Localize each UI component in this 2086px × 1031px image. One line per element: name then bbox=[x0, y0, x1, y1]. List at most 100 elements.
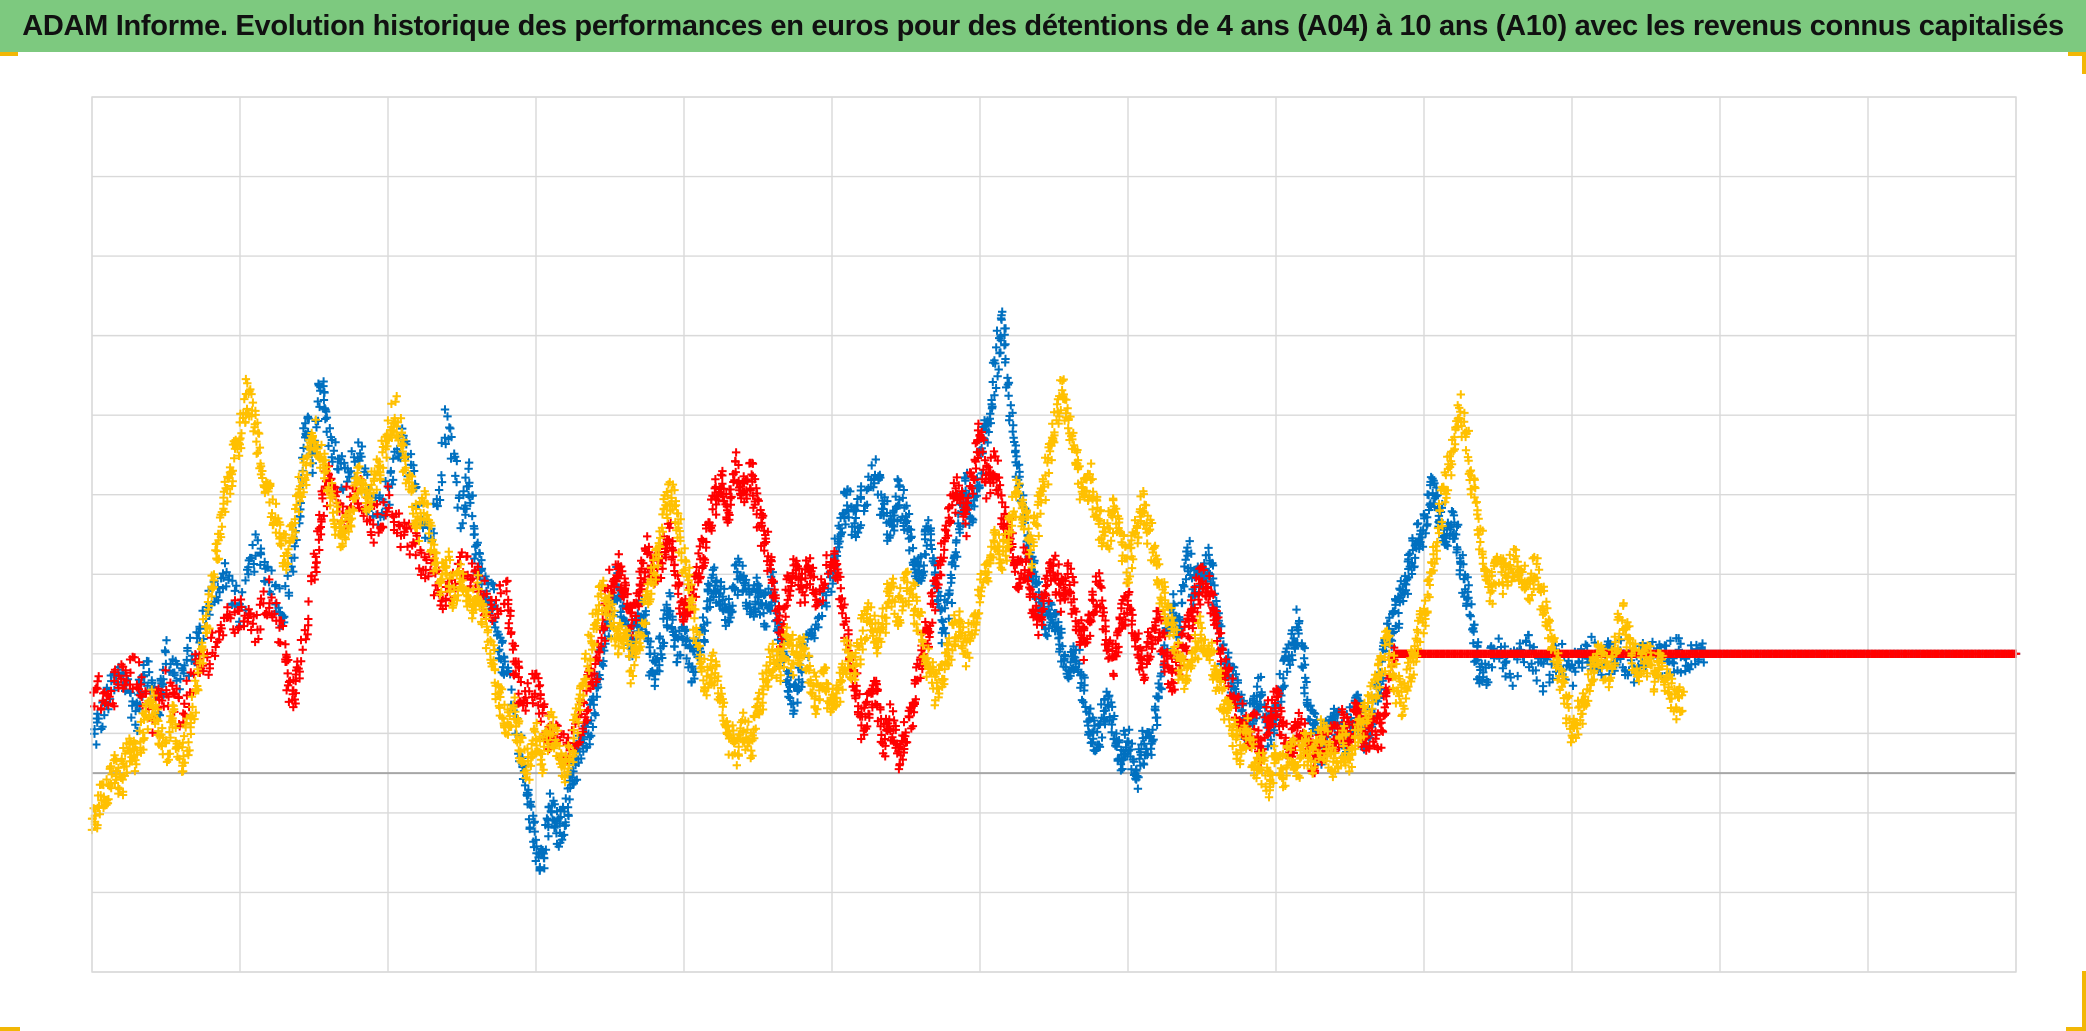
data-point-marker bbox=[491, 623, 500, 632]
data-point-marker bbox=[997, 315, 1006, 324]
data-point-marker bbox=[274, 603, 283, 612]
data-point-marker bbox=[470, 524, 479, 533]
data-point-marker bbox=[645, 643, 654, 652]
data-point-marker bbox=[616, 607, 625, 617]
data-point-marker bbox=[1001, 340, 1010, 349]
data-point-marker bbox=[883, 536, 892, 545]
data-point-marker bbox=[724, 594, 733, 604]
data-point-marker bbox=[475, 548, 484, 558]
data-point-marker bbox=[1581, 640, 1590, 649]
data-point-marker bbox=[304, 597, 313, 606]
data-point-marker bbox=[856, 521, 866, 530]
data-point-marker bbox=[452, 456, 461, 466]
data-point-marker bbox=[275, 584, 284, 593]
data-point-marker bbox=[643, 532, 652, 541]
data-point-marker bbox=[489, 617, 499, 627]
data-point-marker bbox=[718, 592, 727, 601]
data-point-marker bbox=[250, 567, 259, 576]
data-point-marker bbox=[468, 511, 477, 521]
data-point-marker bbox=[762, 622, 771, 631]
data-point-marker bbox=[244, 562, 253, 572]
data-point-marker bbox=[658, 638, 668, 647]
data-point-marker bbox=[921, 550, 930, 559]
data-point-marker bbox=[263, 562, 272, 571]
data-point-marker bbox=[791, 680, 800, 689]
data-point-marker bbox=[588, 722, 598, 732]
corner-accent-bottom-right-v bbox=[2082, 971, 2086, 1031]
data-point-marker bbox=[232, 581, 241, 590]
data-point-marker bbox=[452, 477, 461, 487]
data-point-marker bbox=[708, 570, 718, 579]
data-point-marker bbox=[176, 674, 185, 684]
data-point-marker bbox=[589, 700, 598, 709]
data-point-marker bbox=[437, 471, 446, 480]
data-point-marker bbox=[127, 713, 136, 722]
data-point-marker bbox=[670, 642, 679, 651]
data-point-marker bbox=[836, 584, 845, 593]
data-point-marker bbox=[541, 845, 551, 854]
data-point-marker bbox=[491, 595, 501, 605]
data-point-marker bbox=[1383, 619, 1392, 628]
data-point-marker bbox=[487, 578, 496, 588]
data-point-marker bbox=[1252, 682, 1262, 691]
data-point-marker bbox=[1494, 634, 1503, 643]
data-point-marker bbox=[1301, 673, 1310, 683]
data-point-marker bbox=[535, 866, 544, 875]
data-point-marker bbox=[1001, 324, 1010, 333]
data-point-marker bbox=[585, 740, 594, 749]
data-point-marker bbox=[836, 524, 845, 533]
data-point-marker bbox=[1152, 720, 1162, 730]
data-point-marker bbox=[924, 516, 933, 525]
data-point-marker bbox=[500, 657, 509, 666]
data-point-marker bbox=[664, 606, 674, 616]
data-point-marker bbox=[346, 467, 356, 476]
data-point-marker bbox=[730, 583, 739, 593]
data-point-marker bbox=[1532, 676, 1541, 685]
data-point-marker bbox=[503, 576, 512, 586]
data-point-marker bbox=[520, 781, 530, 790]
data-point-marker bbox=[369, 538, 378, 547]
data-point-marker bbox=[183, 643, 192, 653]
data-point-marker bbox=[100, 710, 109, 720]
data-point-marker bbox=[248, 540, 257, 550]
data-point-marker bbox=[886, 531, 895, 540]
data-point-marker bbox=[828, 579, 837, 588]
data-point-marker bbox=[1661, 641, 1671, 651]
data-point-marker bbox=[321, 414, 330, 424]
data-point-marker bbox=[987, 404, 997, 413]
data-point-marker bbox=[93, 677, 102, 686]
data-point-marker bbox=[468, 491, 477, 500]
data-point-marker bbox=[251, 530, 260, 539]
data-point-marker bbox=[1152, 713, 1162, 722]
data-point-marker bbox=[403, 542, 412, 551]
data-point-marker bbox=[751, 587, 760, 597]
data-point-marker bbox=[741, 575, 751, 585]
corner-accent-top-right-h bbox=[2068, 52, 2086, 56]
data-point-marker bbox=[655, 632, 664, 641]
data-point-marker bbox=[225, 571, 234, 580]
data-point-marker bbox=[461, 501, 470, 510]
data-point-marker bbox=[1292, 605, 1301, 614]
data-point-marker bbox=[458, 519, 467, 528]
chart-title: ADAM Informe. Evolution historique des p… bbox=[22, 9, 2064, 42]
data-point-marker bbox=[451, 471, 460, 481]
data-point-marker bbox=[993, 372, 1002, 381]
data-point-marker bbox=[496, 589, 505, 598]
data-point-marker bbox=[793, 698, 802, 707]
data-point-marker bbox=[551, 821, 560, 831]
data-point-marker bbox=[180, 661, 189, 670]
data-point-marker bbox=[793, 686, 802, 696]
data-point-marker bbox=[437, 438, 446, 448]
data-point-marker bbox=[926, 540, 935, 550]
data-point-marker bbox=[472, 540, 481, 550]
data-point-marker bbox=[875, 471, 884, 481]
data-point-marker bbox=[131, 720, 140, 729]
data-point-marker bbox=[982, 494, 991, 503]
data-point-marker bbox=[862, 500, 872, 509]
data-point-marker bbox=[841, 520, 850, 529]
data-point-marker bbox=[389, 454, 398, 463]
data-point-marker bbox=[754, 581, 763, 590]
data-point-marker bbox=[704, 579, 713, 589]
data-point-marker bbox=[220, 559, 230, 568]
